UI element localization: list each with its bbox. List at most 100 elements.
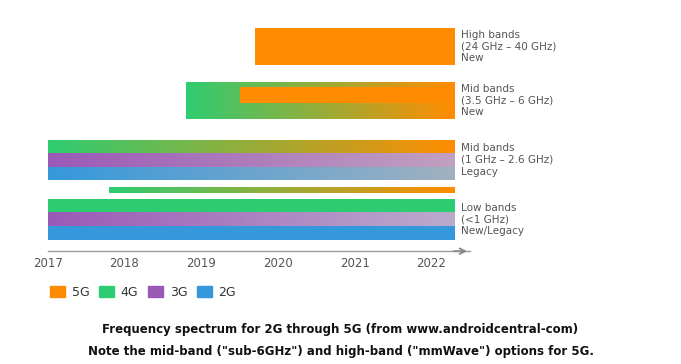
Bar [423, 87, 424, 103]
Bar [205, 213, 206, 226]
Bar [229, 153, 231, 167]
Bar [280, 87, 281, 103]
Bar [234, 187, 236, 193]
Bar [205, 153, 206, 167]
Bar [343, 167, 345, 181]
Bar [288, 82, 289, 119]
Bar [294, 213, 296, 226]
Bar [270, 167, 272, 181]
Bar [384, 167, 385, 181]
Bar [261, 167, 262, 181]
Bar [376, 213, 377, 226]
Bar [364, 167, 365, 181]
Bar [137, 139, 138, 153]
Bar [131, 139, 133, 153]
Bar [268, 87, 269, 103]
Bar [98, 167, 99, 181]
Bar [183, 139, 185, 153]
Bar [416, 82, 417, 119]
Bar [231, 139, 232, 153]
Bar [72, 139, 74, 153]
Bar [405, 139, 406, 153]
Bar [114, 187, 115, 193]
Bar [442, 187, 443, 193]
Bar [389, 82, 390, 119]
Bar [211, 82, 212, 119]
Bar [219, 153, 220, 167]
Bar [279, 167, 280, 181]
Bar [162, 187, 163, 193]
Bar [90, 213, 91, 226]
Bar [405, 87, 406, 103]
Bar [105, 213, 106, 226]
Bar [362, 187, 364, 193]
Bar [213, 213, 215, 226]
Bar [396, 153, 398, 167]
Bar [308, 139, 309, 153]
Bar [280, 213, 281, 226]
Bar [68, 139, 69, 153]
Bar [213, 167, 215, 181]
Bar [309, 87, 310, 103]
Bar [71, 213, 72, 226]
Bar [391, 139, 392, 153]
Bar [116, 187, 117, 193]
Bar [86, 153, 87, 167]
Bar [65, 153, 67, 167]
Bar [297, 87, 298, 103]
Bar [360, 82, 362, 119]
Bar [334, 139, 335, 153]
Bar [206, 82, 207, 119]
Bar [264, 213, 265, 226]
Bar [129, 213, 130, 226]
Bar [124, 187, 125, 193]
Bar [243, 213, 244, 226]
Bar [281, 167, 283, 181]
Bar [151, 167, 152, 181]
Bar [224, 187, 225, 193]
Bar [79, 213, 80, 226]
Bar [365, 213, 366, 226]
Bar [331, 87, 332, 103]
Bar [291, 213, 293, 226]
Bar [332, 87, 333, 103]
Bar [224, 213, 225, 226]
Bar [176, 139, 178, 153]
Bar [257, 213, 258, 226]
Bar [317, 87, 319, 103]
Bar [151, 153, 152, 167]
Bar [335, 87, 336, 103]
Bar [189, 167, 190, 181]
Bar [313, 187, 314, 193]
Bar [91, 153, 93, 167]
Bar [94, 167, 95, 181]
Bar [360, 167, 361, 181]
Bar [381, 153, 383, 167]
Bar [236, 213, 238, 226]
Bar [80, 167, 82, 181]
Bar [225, 82, 226, 119]
Bar [334, 167, 335, 181]
Bar [191, 153, 193, 167]
Bar [122, 187, 123, 193]
Bar [154, 187, 155, 193]
Bar [409, 139, 410, 153]
Bar [169, 187, 170, 193]
Bar [343, 87, 344, 103]
Bar [146, 213, 148, 226]
Bar [206, 139, 208, 153]
Bar [253, 139, 254, 153]
Bar [411, 213, 413, 226]
Bar [329, 87, 330, 103]
Bar [236, 82, 237, 119]
Bar [390, 167, 391, 181]
Bar [251, 167, 253, 181]
Bar [231, 82, 232, 119]
Bar [439, 213, 440, 226]
Bar [258, 213, 259, 226]
Bar [215, 213, 216, 226]
Bar [321, 167, 323, 181]
Bar [319, 82, 320, 119]
Bar [413, 187, 414, 193]
Bar [306, 87, 307, 103]
